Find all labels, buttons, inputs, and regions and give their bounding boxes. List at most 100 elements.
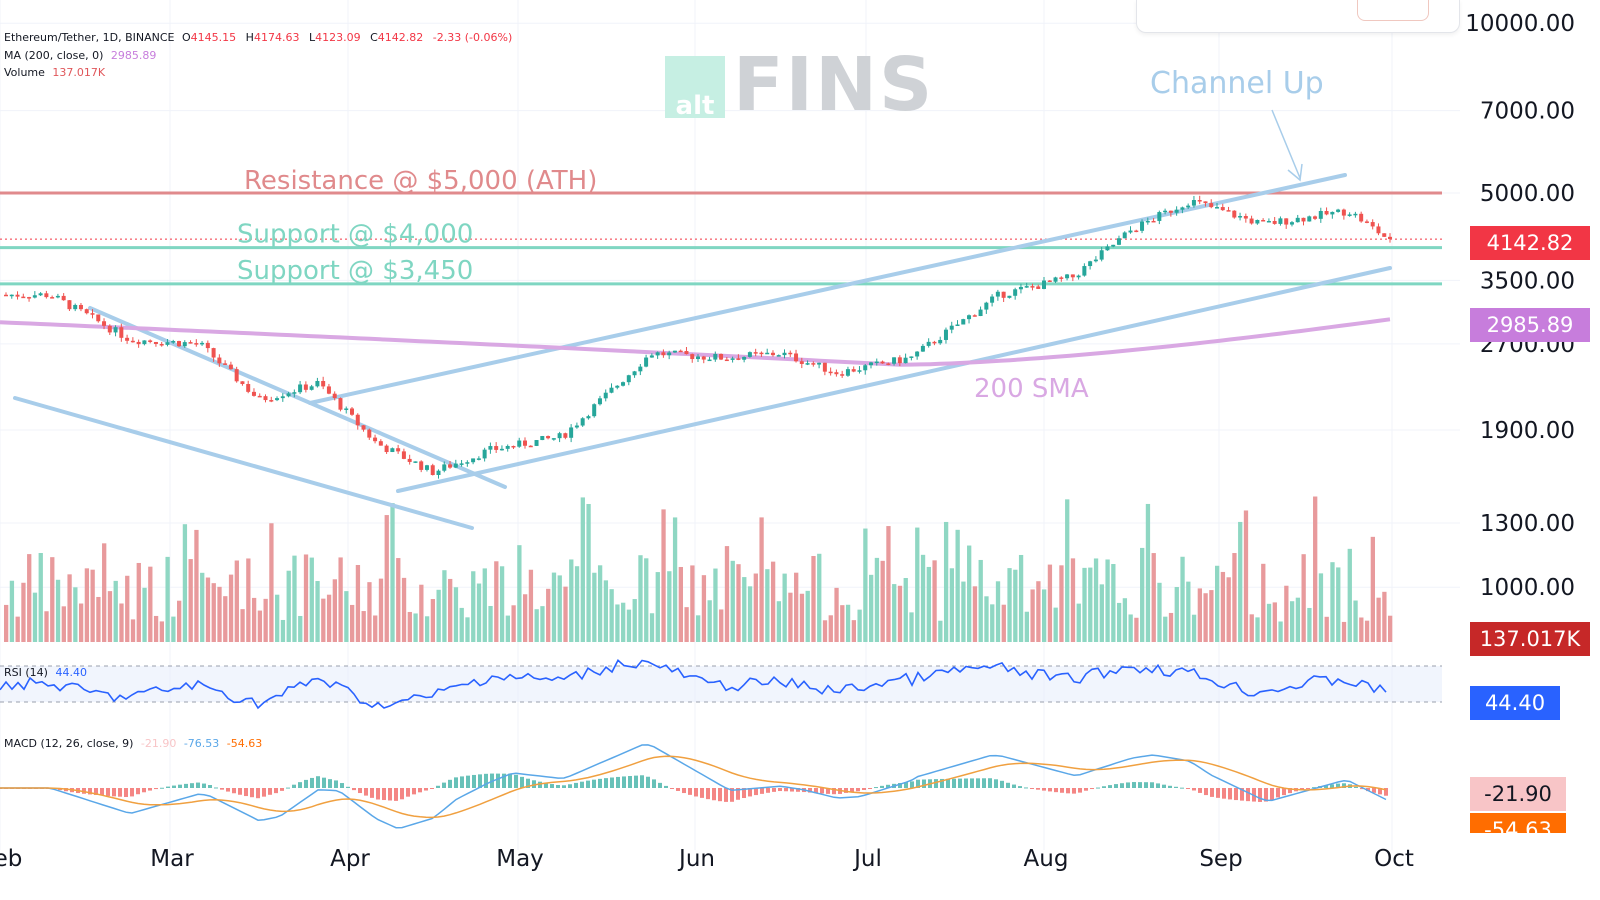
candle-body <box>1047 280 1052 283</box>
candle-body <box>338 398 343 410</box>
candle-body <box>1364 221 1369 223</box>
toolbar-button[interactable] <box>1357 0 1429 21</box>
volume-bar <box>1093 558 1099 642</box>
volume-bar <box>661 509 666 642</box>
candle-body <box>603 392 608 399</box>
volume-bar <box>1070 558 1076 642</box>
macd-hist-bar <box>1186 788 1190 789</box>
volume-bar <box>384 515 389 642</box>
candle-body <box>419 461 424 470</box>
volume-bar <box>499 566 505 642</box>
volume-bar <box>776 601 782 642</box>
macd-hist-bar <box>994 779 998 788</box>
candle-body <box>1111 244 1116 247</box>
candle-body <box>1197 200 1202 202</box>
candle-body <box>1128 230 1133 233</box>
macd-hist-bar <box>952 778 956 788</box>
macd-hist-bar <box>916 779 920 788</box>
candle-body <box>315 380 320 387</box>
macd-hist-bar <box>664 785 668 788</box>
macd-hist-bar <box>958 778 962 788</box>
volume-bar <box>286 570 291 642</box>
candle-body <box>523 440 527 446</box>
macd-hist-bar <box>514 774 518 788</box>
volume-bar <box>401 577 407 642</box>
candle-body <box>1376 226 1381 234</box>
macd-hist-bar <box>556 784 560 788</box>
candle-body <box>967 315 972 320</box>
candle-body <box>465 462 470 464</box>
volume-bar <box>788 592 793 642</box>
candle-body <box>753 352 758 354</box>
volume-bar <box>978 559 983 642</box>
candle-body <box>1042 280 1046 289</box>
candle-body <box>672 350 677 353</box>
candle-body <box>9 294 14 297</box>
volume-bar <box>909 612 914 642</box>
candle-body <box>1295 217 1300 223</box>
channel-lines <box>13 173 1392 530</box>
candle-body <box>569 427 574 438</box>
macd-hist-bar <box>1042 788 1046 791</box>
macd-hist-bar <box>316 776 320 788</box>
candle-body <box>1203 201 1208 204</box>
macd-hist-bar <box>886 784 890 788</box>
candle-body <box>949 325 954 330</box>
macd-hist-bar <box>910 781 914 788</box>
macd-hist-bar <box>1144 782 1148 788</box>
annotations: Resistance @ $5,000 (ATH) Support @ $4,00… <box>237 66 1324 404</box>
macd-hist-bar <box>1300 788 1304 790</box>
candle-body <box>534 440 539 446</box>
volume-bar <box>38 553 43 642</box>
time-tick-label: Aug <box>1024 846 1069 872</box>
volume-bar <box>148 566 153 642</box>
candle-body <box>943 329 948 340</box>
volume-bar <box>880 560 885 642</box>
candle-body <box>1088 261 1093 267</box>
macd-legend: MACD (12, 26, close, 9) -21.90 -76.53 -5… <box>4 737 266 750</box>
macd-hist-bar <box>1264 788 1268 802</box>
candle-body <box>350 408 354 415</box>
toolbar-panel[interactable] <box>1136 0 1460 33</box>
ma-label: MA (200, close, 0) <box>4 49 104 62</box>
macd-hist-bar <box>754 788 758 796</box>
candle-body <box>649 355 654 358</box>
candle-body <box>488 446 493 450</box>
candle-body <box>1007 295 1012 298</box>
volume-bar <box>1341 621 1347 642</box>
volume-bar <box>655 572 660 642</box>
volume-bar <box>448 578 453 642</box>
macd-hist-bar <box>574 782 578 788</box>
macd-hist-bar <box>898 783 902 788</box>
price-axis: 10000.007000.005000.003500.002700.001900… <box>1465 11 1575 601</box>
ma-legend: MA (200, close, 0) 2985.89 <box>4 49 160 62</box>
macd-hist-bar <box>418 788 422 793</box>
candle-body <box>845 369 850 376</box>
candle-body <box>920 345 925 352</box>
high-value: 4174.63 <box>253 31 300 44</box>
time-tick-label: May <box>496 846 544 872</box>
macd-hist-bar <box>1138 782 1142 788</box>
macd-hist-bar <box>562 785 566 788</box>
macd-hist-bar <box>1276 788 1280 798</box>
candle-body <box>32 295 37 298</box>
candle-body <box>361 425 366 430</box>
macd-hist-bar <box>1102 786 1106 788</box>
candle-body <box>194 343 199 345</box>
volume-bar <box>1238 521 1243 642</box>
macd-hist-bar <box>1060 788 1064 793</box>
macd-hist-bar <box>1312 787 1316 789</box>
candle-body <box>1099 250 1104 260</box>
candle-body <box>511 445 516 448</box>
volume-bar <box>442 570 447 642</box>
volume-bar <box>113 580 118 642</box>
volume-bar <box>280 619 286 642</box>
macd-hist-bar <box>628 776 632 788</box>
candle-body <box>38 293 43 296</box>
close-label: C <box>370 31 378 44</box>
volume-bar <box>1030 589 1035 642</box>
candle-body <box>719 353 724 360</box>
volume-bar <box>845 604 851 642</box>
